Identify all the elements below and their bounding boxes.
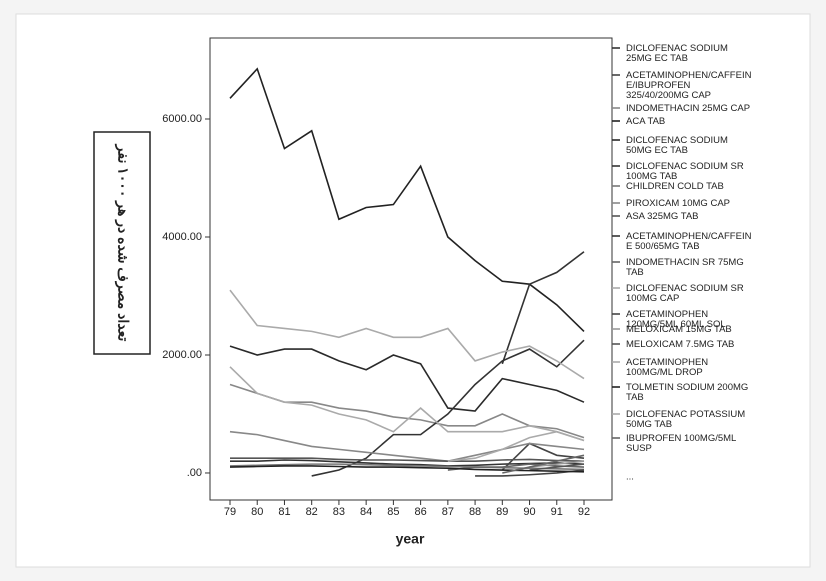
series-line: [501, 251, 585, 365]
series-line: [229, 345, 585, 412]
x-tick-label: 87: [442, 506, 454, 518]
x-tick-label: 84: [360, 506, 372, 518]
y-tick-label: 4000.00: [162, 231, 202, 243]
legend-label: MELOXICAM 7.5MG TAB: [626, 339, 734, 350]
series-line: [230, 459, 585, 467]
plot-area: [209, 37, 613, 501]
y-axis-label: تعداد مصرف شده در هر ۱۰۰۰ نفر: [114, 144, 131, 342]
series-line: [229, 67, 585, 332]
y-tick-label: 6000.00: [162, 113, 202, 125]
legend-label: DICLOFENAC SODIUM 25MG EC TAB: [626, 43, 728, 64]
y-tick-label: 2000.00: [162, 349, 202, 361]
x-tick-label: 86: [414, 506, 426, 518]
legend-label: DICLOFENAC SODIUM 50MG EC TAB: [626, 135, 728, 156]
series-line: [529, 460, 585, 468]
series-line: [501, 442, 585, 471]
legend-label: PIROXICAM 10MG CAP: [626, 198, 730, 209]
x-tick-label: 85: [387, 506, 399, 518]
legend-label: ACETAMINOPHEN 100MG/ML DROP: [626, 357, 708, 378]
legend-label: ASA 325MG TAB: [626, 211, 699, 222]
x-tick-label: 88: [469, 506, 481, 518]
legend-more: ...: [626, 472, 634, 483]
x-tick-label: 92: [578, 506, 590, 518]
series-line: [529, 463, 585, 471]
series-line: [229, 366, 585, 442]
legend-label: IBUPROFEN 100MG/5ML SUSP: [626, 433, 736, 454]
x-tick-label: 89: [496, 506, 508, 518]
legend-label: DICLOFENAC SODIUM SR 100MG TAB: [626, 161, 744, 182]
series-line: [230, 457, 585, 462]
series-line: [229, 289, 585, 380]
legend-label: INDOMETHACIN SR 75MG TAB: [626, 257, 744, 278]
x-tick-label: 90: [523, 506, 535, 518]
legend-label: ACETAMINOPHEN 120MG/5ML 60ML SOL: [626, 309, 726, 330]
x-tick-label: 91: [551, 506, 563, 518]
legend-label: MELOXICAM 15MG TAB: [626, 324, 732, 335]
legend-label: ACETAMINOPHEN/CAFFEIN E/IBUPROFEN 325/40/2…: [626, 70, 752, 101]
y-label-box: [93, 131, 151, 355]
series-line: [447, 430, 585, 462]
series-line: [311, 339, 585, 477]
x-tick-label: 79: [224, 506, 236, 518]
legend-label: ACA TAB: [626, 116, 665, 127]
x-tick-label: 81: [278, 506, 290, 518]
x-tick-label: 83: [333, 506, 345, 518]
legend-label: INDOMETHACIN 25MG CAP: [626, 103, 750, 114]
legend-label: DICLOFENAC SODIUM SR 100MG CAP: [626, 283, 744, 304]
series-line: [229, 465, 585, 473]
series-line: [502, 454, 585, 474]
legend-label: ACETAMINOPHEN/CAFFEIN E 500/65MG TAB: [626, 231, 752, 252]
legend-label: TOLMETIN SODIUM 200MG TAB: [626, 382, 748, 403]
x-tick-label: 80: [251, 506, 263, 518]
series-line: [229, 430, 585, 462]
legend-label: DICLOFENAC POTASSIUM 50MG TAB: [626, 409, 745, 430]
y-tick-label: .00: [187, 467, 202, 479]
x-axis-label: year: [396, 531, 425, 547]
x-tick-label: 82: [306, 506, 318, 518]
frame: [15, 13, 811, 568]
legend-label: CHILDREN COLD TAB: [626, 181, 724, 192]
